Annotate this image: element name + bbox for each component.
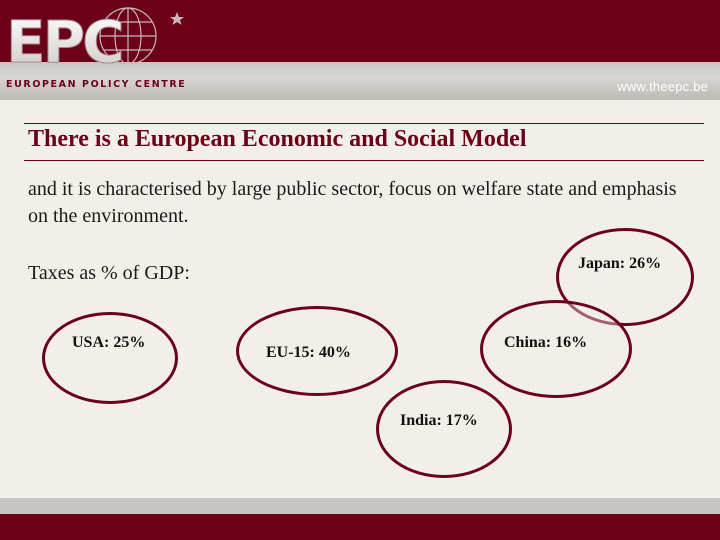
country-label-india: India: 17% [400,412,478,429]
epc-logo: EPC EUROPEAN POLICY CENTRE [6,7,186,90]
country-oval-india [376,380,512,478]
logo-letters: EPC [6,8,122,76]
title-rule-bottom [24,160,704,161]
country-label-eu15: EU-15: 40% [266,344,351,361]
footer-band [0,498,720,514]
country-label-usa: USA: 25% [72,334,146,351]
slide-subtitle: and it is characterised by large public … [28,178,677,227]
title-rule-top [24,123,704,124]
country-oval-usa [42,312,178,404]
globe-icon [99,7,157,65]
header-top-bar [0,0,720,62]
header: EPC EUROPEAN POLICY CENTRE www.theepc.be [0,0,720,100]
header-band [0,62,720,100]
country-oval-china [480,300,632,398]
website-url: www.theepc.be [617,79,708,94]
logo-tagline: EUROPEAN POLICY CENTRE [6,79,186,90]
taxes-label: Taxes as % of GDP: [28,262,190,284]
star-icon [170,12,184,25]
country-label-china: China: 16% [504,334,588,351]
country-oval-eu15 [236,306,398,396]
country-label-japan: Japan: 26% [578,255,662,272]
slide-title: There is a European Economic and Social … [28,126,527,152]
footer-bar [0,514,720,540]
